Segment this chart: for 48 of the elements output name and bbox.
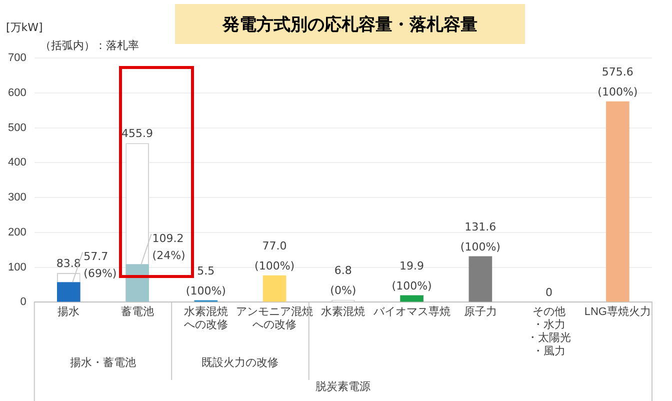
annotation: (100%) xyxy=(392,279,432,292)
bar xyxy=(400,295,424,302)
data-label: 57.7 xyxy=(84,250,108,264)
x-tick-label: アンモニア混焼への改修 xyxy=(236,306,314,332)
text: 脱炭素電源 xyxy=(316,380,371,393)
total-label: 19.9 xyxy=(400,259,424,272)
annotation: (69%) xyxy=(84,267,117,280)
chart-title: 発電方式別の応札容量・落札容量 xyxy=(175,4,525,44)
x-tick-label: 揚水 xyxy=(58,304,80,318)
x-tick-label: 水素混焼への改修 xyxy=(184,304,228,332)
annotation: (100%) xyxy=(460,240,500,254)
text: 既設火力の改修 xyxy=(202,356,279,369)
x-tick-label: バイオマス専焼 xyxy=(372,304,450,318)
text: 揚水・蓄電池 xyxy=(70,356,136,369)
y-tick-label: 600 xyxy=(8,86,26,99)
total-label: 83.8 xyxy=(56,256,81,270)
y-tick-label: 300 xyxy=(8,192,26,204)
total-label: 575.6 xyxy=(602,65,634,78)
x-tick-label: 蓄電池 xyxy=(120,304,154,318)
annotation: (24%) xyxy=(152,249,186,262)
y-tick-label: 0 xyxy=(20,296,26,308)
y-tick-label: 500 xyxy=(8,122,26,134)
y-tick-label: 100 xyxy=(8,261,26,274)
bar xyxy=(606,101,630,302)
total-label: 0 xyxy=(546,286,553,300)
x-tick-label: その他・水力・太陽光・風力 xyxy=(527,306,572,358)
total-label: 6.8 xyxy=(334,264,352,277)
y-tick-label: 200 xyxy=(8,226,26,238)
bar xyxy=(126,264,149,302)
x-tick-label: 水素混焼 xyxy=(321,304,366,318)
x-tick-label: LNG専焼火力 xyxy=(584,304,651,318)
bar xyxy=(262,275,286,302)
total-label: 131.6 xyxy=(464,220,496,234)
annotation: (0%) xyxy=(330,284,356,297)
total-label: 455.9 xyxy=(122,127,154,140)
x-tick-label: 原子力 xyxy=(464,304,497,318)
bar xyxy=(57,282,80,302)
annotation: (100%) xyxy=(186,284,226,298)
y-tick-label: 400 xyxy=(8,156,26,169)
text: （括弧内）：落札率 xyxy=(40,38,139,53)
bar xyxy=(468,256,492,302)
annotation: (100%) xyxy=(254,259,295,272)
total-label: 77.0 xyxy=(262,239,287,252)
total-label: 5.5 xyxy=(197,264,215,278)
y-axis-title: [万kW] xyxy=(6,20,43,35)
data-label: 109.2 xyxy=(152,232,184,246)
annotation: (100%) xyxy=(598,85,638,98)
y-tick-label: 700 xyxy=(8,52,26,64)
